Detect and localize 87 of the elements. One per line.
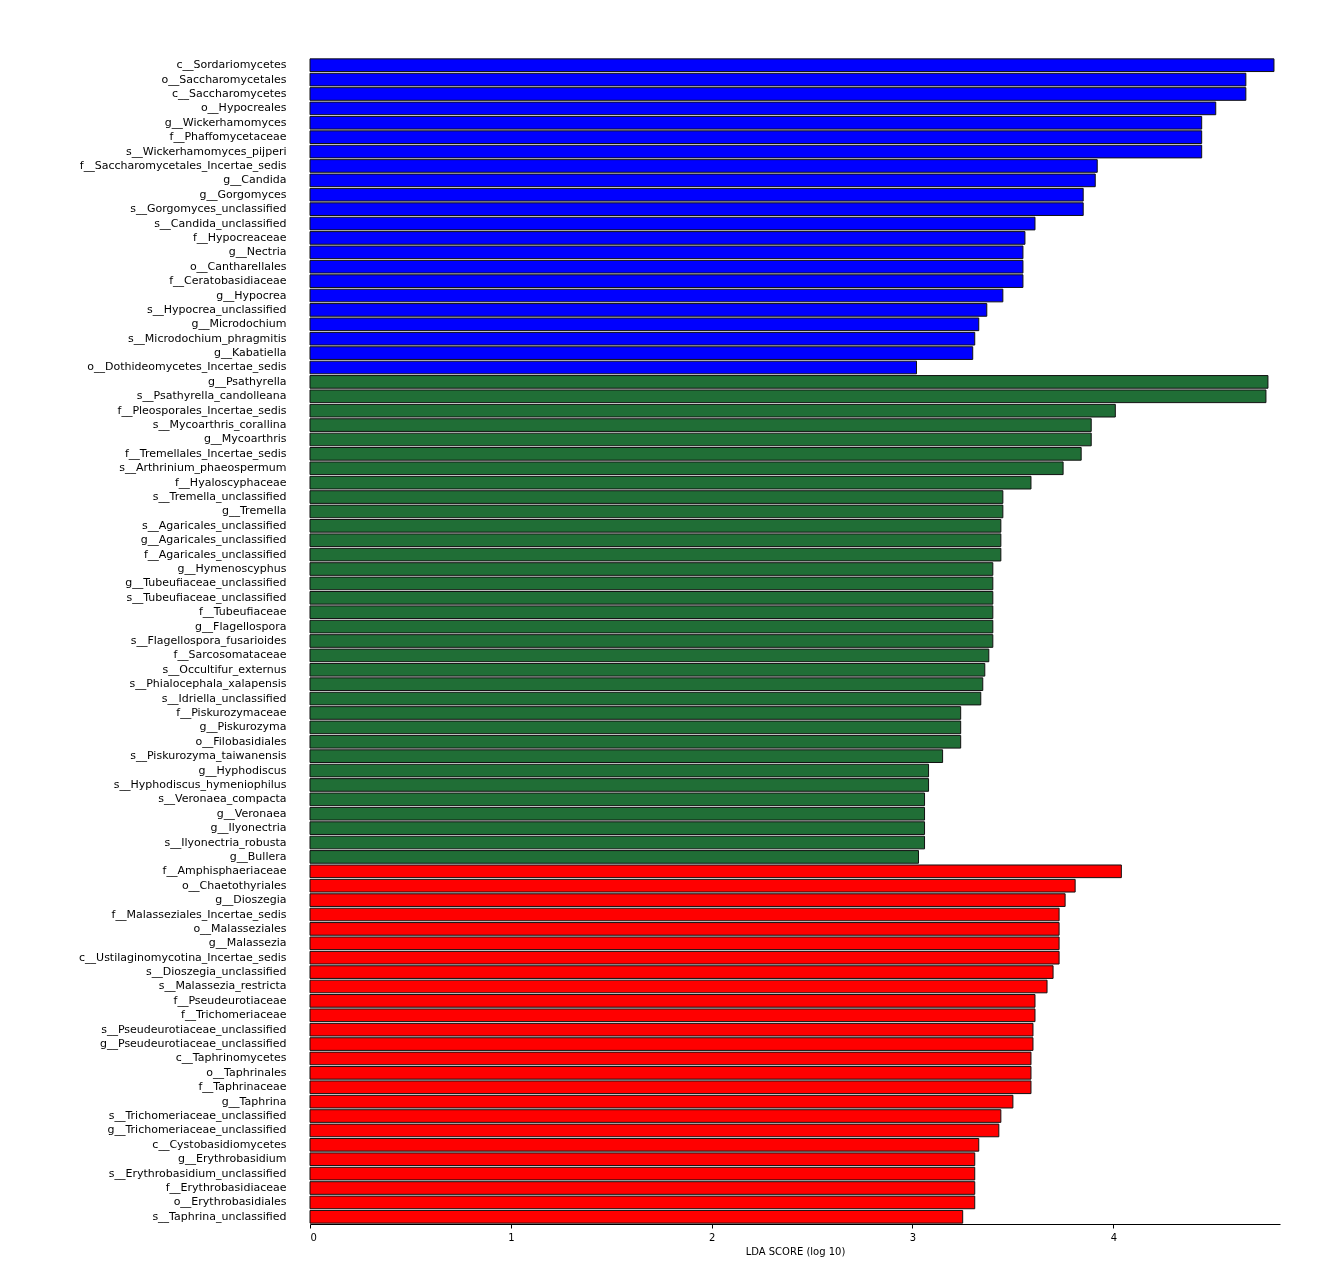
y-tick-label: f__Trichomeriaceae <box>181 1008 287 1022</box>
x-tick-label: 3 <box>909 1231 917 1243</box>
y-tick-label: o__Filobasidiales <box>195 734 287 748</box>
y-tick-label: g__Pseudeurotiaceae_unclassified <box>99 1037 287 1051</box>
x-tick-label: 4 <box>1110 1231 1117 1243</box>
y-tick-label: o__Saccharomycetales <box>161 72 287 86</box>
y-tick-label: s__Gorgomyces_unclassified <box>130 202 287 216</box>
y-tick-label: s__Taphrina_unclassified <box>152 1209 287 1223</box>
y-tick-label: s__Psathyrella_candolleana <box>136 389 287 403</box>
y-tick-label: s__Erythrobasidium_unclassified <box>108 1166 287 1180</box>
y-tick-label: f__Erythrobasidiaceae <box>165 1181 287 1195</box>
y-tick-label: o__Hypocreales <box>200 101 287 115</box>
x-tick-label: 1 <box>508 1231 515 1243</box>
y-tick-label: g__Bullera <box>229 849 287 863</box>
y-tick-label: f__Ceratobasidiaceae <box>169 274 287 288</box>
y-tick-label: f__Pleosporales_Incertae_sedis <box>117 403 287 417</box>
y-tick-label: g__Dioszegia <box>215 893 287 907</box>
y-tick-label: g__Veronaea <box>216 806 287 820</box>
y-tick-label: g__Mycoarthris <box>203 432 287 446</box>
x-tick-label: 0 <box>310 1231 317 1243</box>
y-tick-label: o__Dothideomycetes_Incertae_sedis <box>87 360 287 374</box>
y-tick-label: s__Ilyonectria_robusta <box>164 835 287 849</box>
y-tick-label: f__Tremellales_Incertae_sedis <box>124 446 287 460</box>
y-tick-label: g__Hyphodiscus <box>198 763 287 777</box>
y-tick-label: s__Tremella_unclassified <box>152 490 287 504</box>
y-tick-label: o__Malasseziales <box>193 921 287 935</box>
y-tick-label: s__Piskurozyma_taiwanensis <box>130 749 287 763</box>
y-tick-label: f__Piskurozymaceae <box>176 705 287 719</box>
y-tick-label: g__Tubeufiaceae_unclassified <box>125 576 287 590</box>
x-tick-label: 2 <box>708 1231 716 1243</box>
y-tick-label: s__Pseudeurotiaceae_unclassified <box>101 1022 287 1036</box>
y-tick-label: g__Taphrina <box>221 1094 287 1108</box>
y-tick-label: c__Taphrinomycetes <box>175 1051 287 1065</box>
y-tick-label: f__Taphrinaceae <box>198 1080 287 1094</box>
y-tick-label: s__Phialocephala_xalapensis <box>129 677 287 691</box>
y-tick-label: g__Nectria <box>228 245 287 259</box>
y-tick-label: g__Microdochium <box>191 317 287 331</box>
y-tick-label: c__Sordariomycetes <box>176 58 287 72</box>
y-tick-label: f__Amphisphaeriaceae <box>162 864 287 878</box>
y-tick-label: s__Candida_unclassified <box>154 216 287 230</box>
y-tick-label: g__Flagellospora <box>195 619 287 633</box>
y-tick-label: s__Occultifur_externus <box>162 662 287 676</box>
y-tick-label: g__Erythrobasidium <box>178 1152 287 1166</box>
y-tick-label: s__Veronaea_compacta <box>158 792 287 806</box>
y-tick-label: g__Gorgomyces <box>199 187 287 201</box>
y-tick-label: s__Wickerhamomyces_pijperi <box>126 144 287 158</box>
y-tick-label: g__Piskurozyma <box>199 720 287 734</box>
y-tick-label: f__Malasseziales_Incertae_sedis <box>111 907 287 921</box>
y-tick-label: s__Flagellospora_fusarioides <box>130 634 287 647</box>
y-tick-label: s__Dioszegia_unclassified <box>145 965 287 979</box>
y-tick-label: f__Phaffomycetaceae <box>169 130 287 144</box>
y-tick-label: o__Chaetothyriales <box>181 878 287 892</box>
y-tick-label: f__Tubeufiaceae <box>198 605 287 619</box>
y-tick-label: f__Saccharomycetales_Incertae_sedis <box>79 158 287 172</box>
y-tick-label: f__Sarcosomataceae <box>173 648 287 662</box>
y-tick-label: f__Hypocreaceae <box>192 230 287 244</box>
y-tick-label: s__Idriella_unclassified <box>161 691 287 705</box>
y-tick-label: g__Malassezia <box>208 936 287 950</box>
y-tick-label: g__Ilyonectria <box>210 821 287 835</box>
y-tick-label: g__Candida <box>223 173 287 187</box>
y-tick-label: g__Kabatiella <box>214 346 287 360</box>
y-tick-label: g__Psathyrella <box>207 374 287 388</box>
y-tick-label: f__Agaricales_unclassified <box>143 547 287 561</box>
y-tick-label: o__Cantharellales <box>189 259 287 273</box>
y-tick-label: f__Hyaloscyphaceae <box>175 475 287 489</box>
y-tick-label: s__Agaricales_unclassified <box>142 518 287 532</box>
y-tick-label: g__Trichomeriaceae_unclassified <box>107 1123 287 1137</box>
y-tick-label: f__Pseudeurotiaceae <box>173 993 287 1007</box>
y-tick-label: g__Wickerhamomyces <box>164 115 287 129</box>
y-tick-label: s__Arthrinium_phaeospermum <box>119 461 287 475</box>
y-tick-label: g__Tremella <box>222 504 287 518</box>
y-tick-label: o__Taphrinales <box>206 1065 287 1079</box>
y-tick-label: g__Hypocrea <box>216 288 287 302</box>
y-tick-label: c__Saccharomycetes <box>172 86 287 100</box>
y-tick-label: s__Mycoarthris_corallina <box>152 418 287 432</box>
y-tick-label: s__Trichomeriaceae_unclassified <box>108 1109 287 1123</box>
y-tick-label: g__Agaricales_unclassified <box>140 533 287 547</box>
y-tick-label: c__Ustilaginomycotina_Incertae_sedis <box>79 950 287 964</box>
y-tick-label: c__Cystobasidiomycetes <box>152 1137 287 1151</box>
y-tick-label: s__Hypocrea_unclassified <box>146 302 287 316</box>
x-axis-title: LDA SCORE (log 10) <box>745 1245 846 1257</box>
y-tick-label: s__Hyphodiscus_hymeniophilus <box>113 777 287 791</box>
y-tick-label: o__Erythrobasidiales <box>173 1195 287 1209</box>
y-tick-label: s__Microdochium_phragmitis <box>128 331 287 345</box>
y-tick-label: s__Tubeufiaceae_unclassified <box>126 590 287 604</box>
y-tick-label: g__Hymenoscyphus <box>177 562 287 576</box>
y-tick-label: s__Malassezia_restricta <box>158 979 287 993</box>
